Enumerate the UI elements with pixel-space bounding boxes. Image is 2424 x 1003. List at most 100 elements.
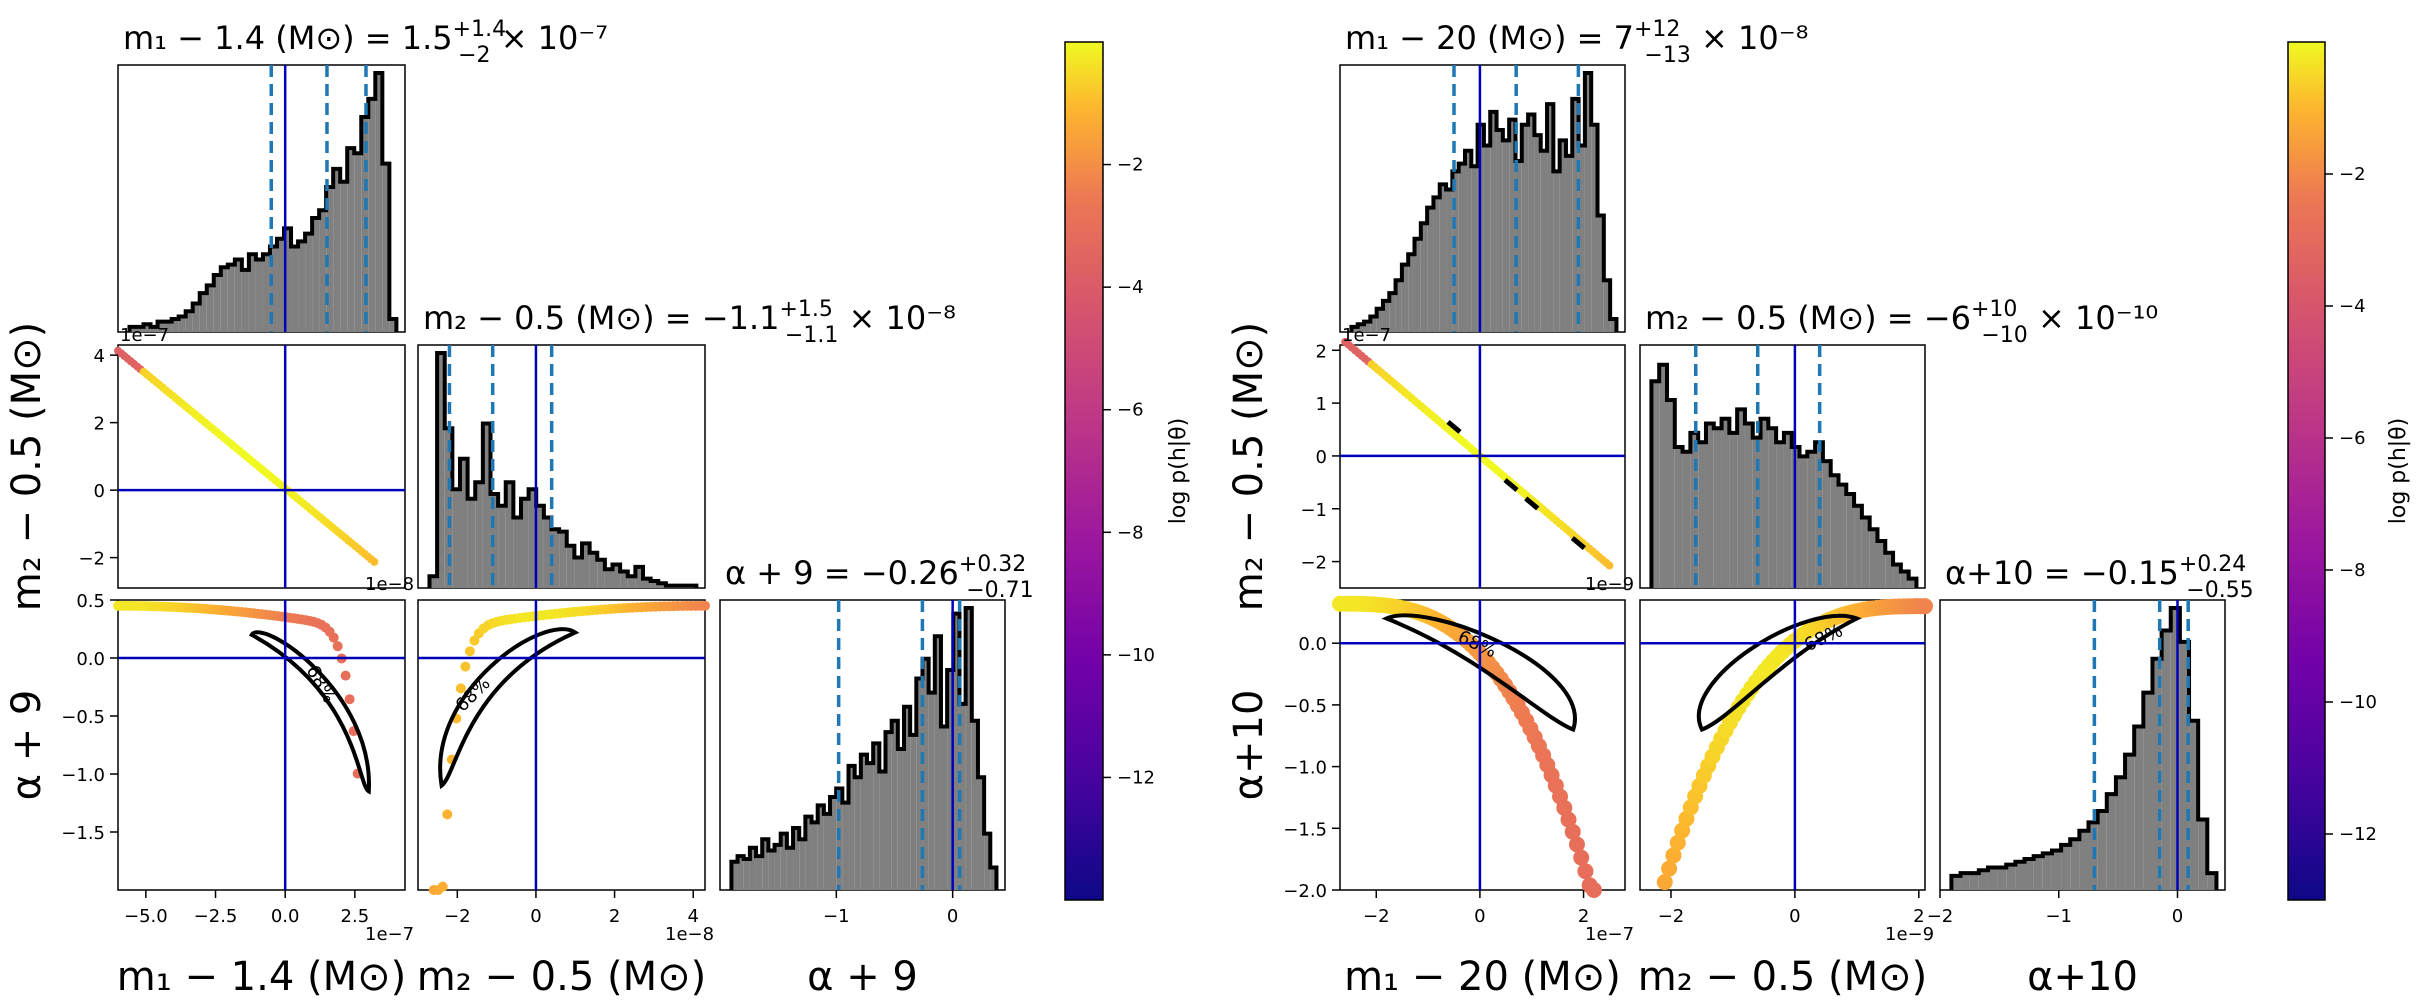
hist-bar — [867, 763, 874, 890]
hist-title: m₂ − 0.5 (M⊙) = −1.1+1.5 −1.1 × 10⁻⁸ — [423, 297, 956, 348]
sample-point — [1564, 823, 1581, 840]
hist-bar — [620, 571, 628, 588]
hist-bar — [255, 259, 263, 332]
hist-bar — [897, 749, 904, 890]
hist-title-sub: −0.55 — [2186, 578, 2253, 603]
colorbar-label: log p(h|θ) — [2386, 418, 2411, 524]
hist-bar — [199, 293, 207, 332]
hist-bar — [1666, 400, 1675, 588]
hist-bar — [459, 458, 468, 588]
hist-bar — [1721, 418, 1730, 588]
hist-bar — [2198, 819, 2208, 890]
sample-point — [437, 881, 448, 892]
hist-bar — [1838, 484, 1847, 588]
hist-bar — [1464, 150, 1472, 332]
hist-bar — [756, 856, 763, 890]
hist-bar — [749, 847, 757, 890]
hist-bar — [612, 564, 621, 588]
hist-bar — [1659, 364, 1667, 588]
y-tick-label: −2.0 — [1283, 881, 1327, 902]
hist-outline — [427, 351, 699, 588]
hist-bar — [551, 529, 560, 588]
hist-bar — [1591, 124, 1598, 332]
hist-bar — [940, 726, 948, 890]
x-axis-label: m₁ − 20 (M⊙) — [1344, 954, 1621, 1000]
hist-bar — [129, 326, 137, 332]
hist-bar — [382, 163, 390, 332]
hist-bar — [1395, 280, 1402, 332]
y-axis-label: α+10 — [1226, 690, 1272, 801]
hist-bar — [2061, 844, 2071, 890]
hist-bar — [326, 186, 334, 332]
hist-bar — [2152, 658, 2162, 890]
y-tick-label: 0.0 — [76, 649, 105, 670]
hist-bar — [234, 259, 242, 332]
hist-bar — [1698, 442, 1706, 588]
hist-bar — [312, 218, 320, 332]
contour-68 — [1381, 613, 1577, 733]
axis-offset: 1e−7 — [1585, 924, 1634, 945]
hist-bar — [1900, 571, 1909, 588]
colorbar-tick-label: −2 — [1117, 155, 1144, 176]
colorbar-tick-label: −4 — [1117, 277, 1144, 298]
hist-bar — [1729, 432, 1738, 588]
hist-bar — [2143, 692, 2153, 890]
contour-segment — [1524, 496, 1540, 511]
hist-bar — [885, 732, 892, 890]
hist-bar — [467, 498, 476, 588]
x-tick-label: −2 — [1927, 906, 1954, 927]
hist-bar — [873, 743, 880, 890]
hist-bar — [1427, 207, 1434, 332]
hist-bar — [1597, 215, 1604, 332]
hist-bar — [347, 148, 355, 332]
colorbar-tick-label: −8 — [2339, 560, 2366, 581]
hist-bar — [269, 246, 277, 332]
hist-bar — [1420, 223, 1428, 332]
hist-bar — [1854, 505, 1862, 588]
colorbar-tick-label: −12 — [2339, 824, 2377, 845]
contour-segment — [1570, 536, 1586, 551]
hist-bar — [1483, 145, 1491, 332]
hist-bar — [505, 482, 514, 588]
hist-bar — [1674, 447, 1683, 588]
hist-bar — [2006, 864, 2016, 890]
hist-bar — [1509, 119, 1516, 333]
axis-offset: 1e−9 — [1585, 574, 1634, 595]
hist-title-sup: +0.24 — [2179, 552, 2246, 577]
hist-bar — [1997, 867, 2007, 890]
hist-bar — [928, 692, 935, 890]
y-tick-label: 0.0 — [1298, 634, 1327, 655]
sample-point — [455, 683, 466, 694]
hist-bar — [1610, 319, 1617, 332]
y-tick-label: 0.5 — [76, 591, 105, 612]
hist-bar — [922, 658, 929, 890]
hist-bar — [805, 816, 812, 890]
hist-bar — [971, 720, 978, 890]
hist-bar — [1815, 442, 1823, 588]
hist-bar — [1978, 870, 1988, 890]
y-tick-label: −2 — [78, 549, 105, 570]
sample-point — [1577, 863, 1594, 880]
hist-bar — [780, 833, 787, 890]
scatter-frame — [117, 599, 406, 891]
hist-bar — [2161, 630, 2171, 890]
hist-bar — [340, 181, 348, 332]
hist-bar — [305, 233, 313, 332]
hist-title-sup: +10 — [1971, 297, 2017, 322]
hist-bar — [2097, 811, 2107, 890]
y-tick-label: −2 — [1300, 553, 1327, 574]
hist-title-tail: × 10⁻¹⁰ — [2028, 299, 2158, 337]
corner-plot-left: m₁ − 1.4 (M⊙) = 1.5+1.4 −2 × 10⁻⁷m₂ − 0.5… — [4, 17, 1191, 1000]
hist-bar — [1603, 280, 1611, 332]
hist-bar — [2033, 856, 2043, 890]
sample-point — [340, 670, 351, 681]
hist-title-sub: −1.1 — [785, 323, 838, 348]
colorbar-tick-label: −6 — [1117, 400, 1144, 421]
hist-bar — [1471, 166, 1478, 332]
hist-bar — [1370, 316, 1377, 332]
hist-title: m₂ − 0.5 (M⊙) = −6+10 −10 × 10⁻¹⁰ — [1645, 297, 2158, 348]
hist-bar — [1490, 111, 1497, 332]
sample-point — [460, 661, 471, 672]
axis-offset: 1e−7 — [1342, 325, 1391, 346]
